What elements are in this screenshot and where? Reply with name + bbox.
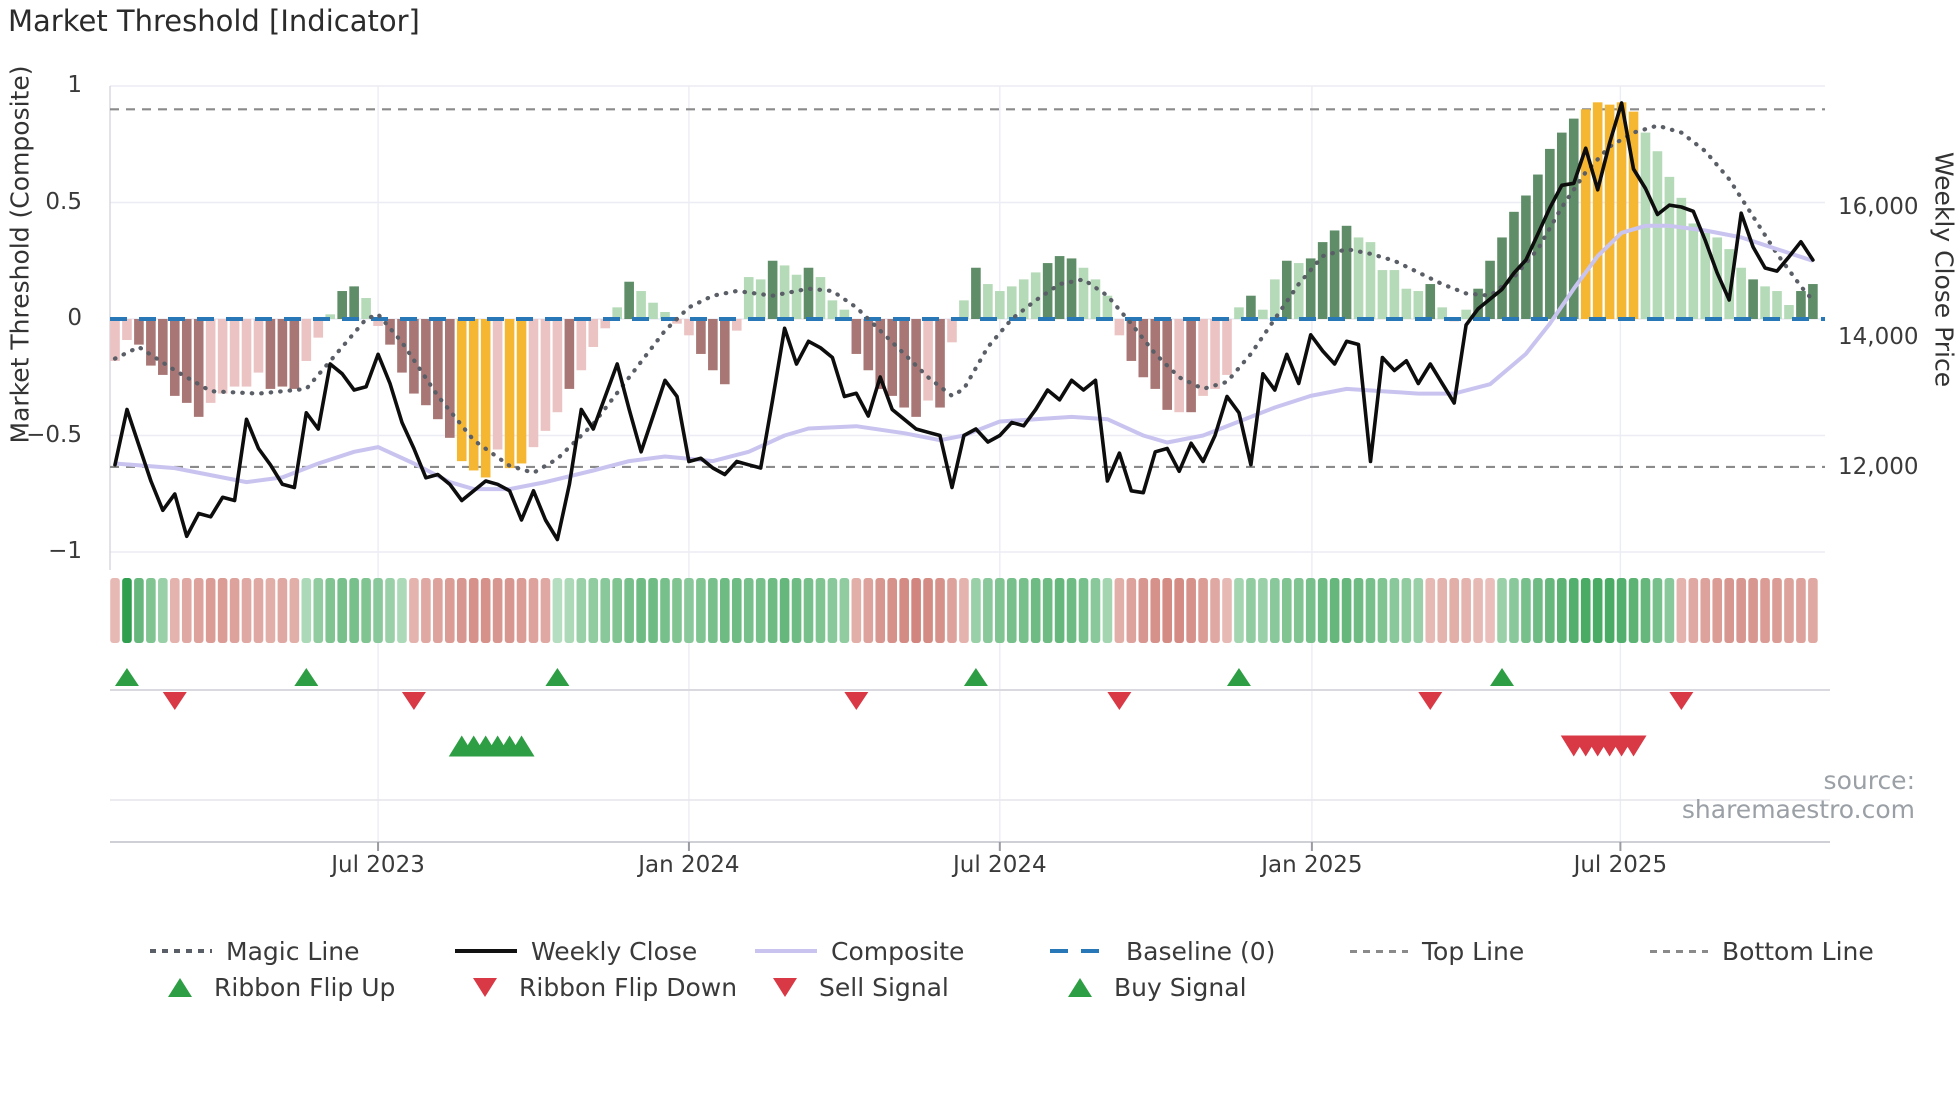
x-tick-jan-2024: Jan 2024 [638,852,740,878]
left-tick-0.5: 0.5 [45,188,82,215]
left-tick-−0.5: −0.5 [26,421,82,448]
legend-item-magic-line: Magic Line [150,936,360,966]
ribbon-heatmap [110,578,1818,643]
legend-swatch-tri-up-green [1068,977,1092,997]
legend-label: Baseline (0) [1126,936,1276,966]
right-axis-title: Weekly Close Price [1929,151,1959,388]
legend-label: Top Line [1422,936,1525,966]
legend-item-baseline-0-: Baseline (0) [1050,936,1275,966]
legend-swatch-tri-up-green [168,977,192,997]
legend-item-sell-signal: Sell Signal [755,972,949,1002]
legend-item-top-line: Top Line [1350,936,1524,966]
legend-item-ribbon-flip-up: Ribbon Flip Up [150,972,395,1002]
x-axis [110,841,1830,851]
legend-label: Buy Signal [1114,972,1247,1002]
sell-signal-markers [1560,735,1647,757]
legend-item-ribbon-flip-down: Ribbon Flip Down [455,972,737,1002]
buy-signal-markers [448,735,535,757]
legend-swatch-tri-down-red [473,977,497,997]
x-tick-jul-2025: Jul 2025 [1573,852,1668,878]
left-tick-0: 0 [67,305,82,331]
legend-swatch-dashed-gray [1350,949,1408,953]
legend-item-weekly-close: Weekly Close [455,936,697,966]
weekly-close-line [113,101,1815,542]
legend-swatch-solid-black [455,949,517,953]
legend-label: Sell Signal [819,972,949,1002]
right-tick-14000: 14,000 [1838,324,1919,350]
ribbon-flip-down-markers [162,692,1694,710]
legend-label: Composite [831,936,965,966]
magic-line [112,123,1815,475]
legend-item-composite: Composite [755,936,964,966]
composite-line [114,223,1814,492]
legend-swatch-solid-lavender [755,949,817,953]
right-tick-16000: 16,000 [1838,194,1919,220]
threshold-lines [110,108,1825,469]
legend-swatch-dashed-blue [1050,949,1112,953]
legend-label: Ribbon Flip Down [519,972,738,1002]
legend-label: Ribbon Flip Up [214,972,396,1002]
left-axis-title: Market Threshold (Composite) [5,65,35,444]
legend-label: Bottom Line [1722,936,1874,966]
left-tick-−1: −1 [48,538,82,564]
legend-swatch-tri-down-red [773,977,797,997]
legend-item-bottom-line: Bottom Line [1650,936,1874,966]
page-title: Market Threshold [Indicator] [8,4,420,38]
legend-item-buy-signal: Buy Signal [1050,972,1247,1002]
source-credit: source: sharemaestro.com [1681,766,1915,824]
x-tick-jul-2024: Jul 2024 [953,852,1047,878]
x-tick-jan-2025: Jan 2025 [1261,852,1363,878]
legend-swatch-dotted-gray [150,949,212,953]
gridlines [109,85,1825,842]
composite-bars [110,102,1818,478]
x-tick-jul-2023: Jul 2023 [331,852,425,878]
legend-label: Magic Line [226,936,360,966]
legend-swatch-dashed-gray [1650,949,1708,953]
legend-label: Weekly Close [531,936,698,966]
ribbon-flip-up-markers [114,668,1515,686]
right-tick-12000: 12,000 [1838,454,1919,480]
left-tick-1: 1 [67,72,82,98]
